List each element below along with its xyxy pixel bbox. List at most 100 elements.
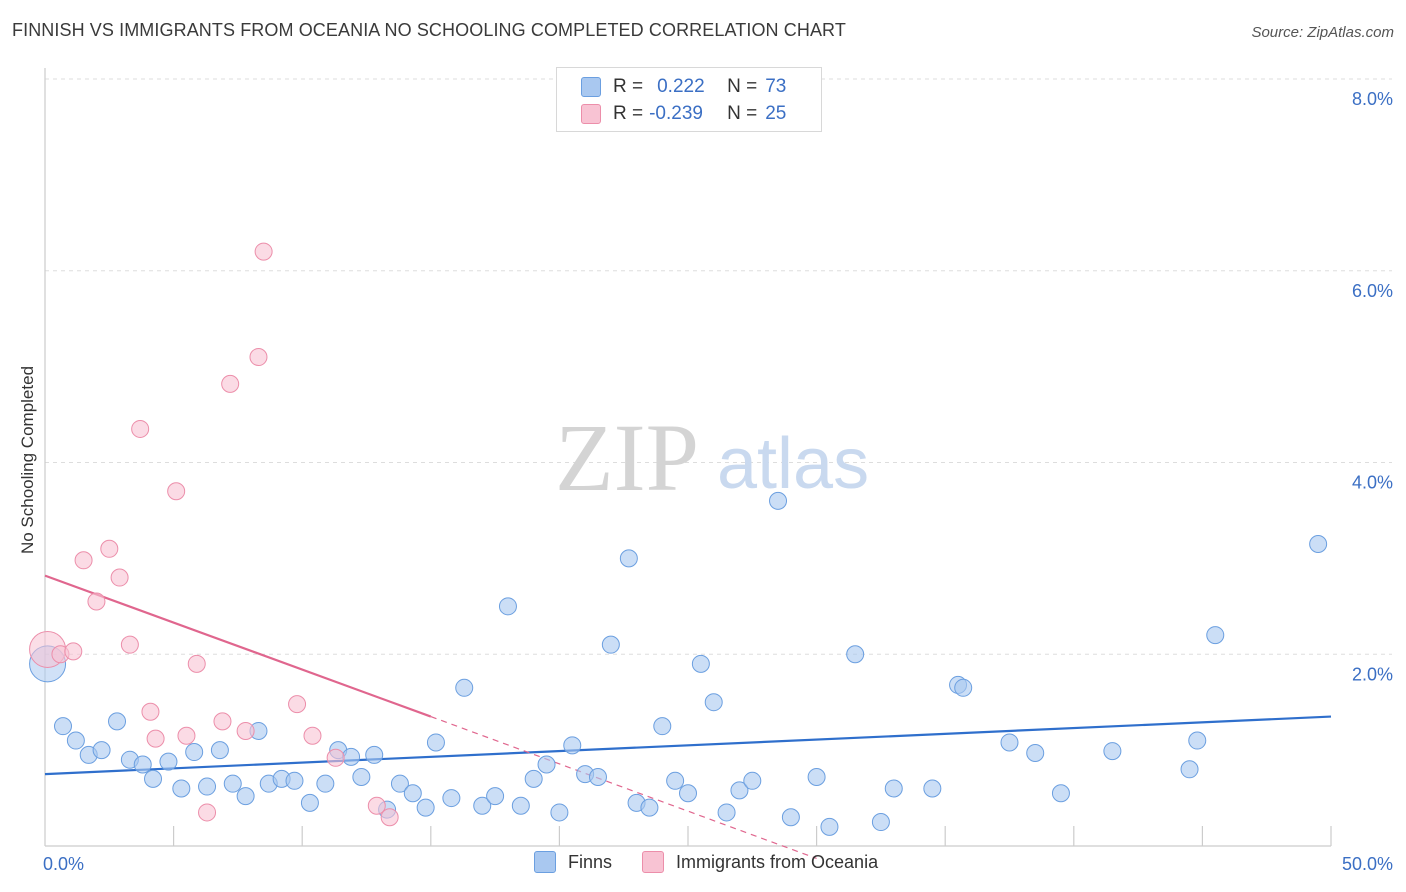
legend-r-label: R =: [613, 76, 644, 97]
tick-labels: 2.0% 4.0% 6.0% 8.0% 0.0% 50.0%: [43, 89, 1393, 874]
finns-point: [666, 771, 685, 790]
finns-point: [342, 747, 361, 766]
oceania-point: [110, 568, 129, 587]
finns-point: [300, 793, 319, 812]
legend-r-label: R =: [613, 103, 644, 124]
x-tick-label: 0.0%: [43, 854, 84, 874]
finns-point: [316, 774, 335, 793]
oceania-point: [326, 748, 345, 767]
finns-point: [159, 752, 178, 771]
series-legend: Finns Immigrants from Oceania: [534, 851, 908, 873]
legend-swatch-finns: [581, 77, 601, 97]
finns-point: [640, 798, 659, 817]
finns-point: [1103, 742, 1122, 761]
y-tick-label: 4.0%: [1352, 473, 1393, 493]
finns-point: [807, 767, 826, 786]
legend-swatch-oceania: [581, 104, 601, 124]
finns-point: [403, 784, 422, 803]
oceania-point: [177, 726, 196, 745]
legend-n-value: 73: [765, 76, 787, 97]
finns-point: [144, 769, 163, 788]
data-points: [29, 242, 1328, 836]
oceania-point: [187, 654, 206, 673]
watermark: ZIP atlas: [555, 404, 869, 511]
oceania-point: [221, 374, 240, 393]
oceania-point: [167, 482, 186, 501]
finns-point: [486, 787, 505, 806]
finns-point: [1000, 733, 1019, 752]
oceania-point: [74, 551, 93, 570]
finns-point: [352, 767, 371, 786]
finns-point: [236, 787, 255, 806]
oceania-point: [303, 726, 322, 745]
series-swatch-finns: [534, 851, 556, 873]
finns-point: [653, 717, 672, 736]
finns-point: [223, 774, 242, 793]
finns-point: [781, 808, 800, 827]
oceania-point: [380, 808, 399, 827]
source-label: Source: ZipAtlas.com: [1251, 24, 1394, 41]
finns-point: [473, 796, 492, 815]
finns-point: [679, 784, 697, 803]
finns-point: [691, 654, 710, 673]
finns-point: [1309, 534, 1328, 553]
finns-point: [619, 549, 638, 568]
legend-r-value: -0.239: [649, 103, 703, 124]
series-label-finns: Finns: [568, 851, 613, 872]
oceania-trend-line: [44, 574, 432, 718]
finns-point: [588, 767, 607, 786]
oceania-point: [198, 803, 217, 822]
finns-point: [537, 755, 556, 774]
finns-trend-line: [44, 715, 1332, 776]
oceania-point: [254, 242, 273, 261]
finns-point: [550, 803, 569, 822]
finns-point: [92, 741, 111, 760]
finns-point: [365, 745, 384, 764]
finns-point: [1180, 760, 1199, 779]
axes: [44, 68, 1332, 847]
y-tick-label: 6.0%: [1352, 281, 1393, 301]
series-legend-finns: Finns: [534, 851, 612, 873]
finns-point: [1051, 784, 1070, 803]
finns-point: [108, 712, 127, 731]
y-axis-label: No Schooling Completed: [18, 365, 37, 555]
finns-point: [730, 781, 749, 800]
finns-point: [954, 678, 973, 697]
legend-row-oceania: R = -0.239 N = 25: [581, 102, 786, 126]
finns-point: [1206, 626, 1225, 645]
finns-point: [717, 803, 736, 822]
chart-title: FINNISH VS IMMIGRANTS FROM OCEANIA NO SC…: [12, 20, 846, 40]
oceania-point: [64, 642, 83, 661]
finns-point: [820, 817, 839, 836]
oceania-point: [249, 348, 268, 367]
finns-point: [563, 736, 582, 755]
watermark-atlas: atlas: [717, 424, 869, 504]
x-tick-label: 50.0%: [1342, 854, 1393, 874]
series-swatch-oceania: [642, 851, 665, 873]
finns-point: [511, 796, 530, 815]
oceania-point: [367, 796, 386, 815]
oceania-point: [288, 695, 307, 714]
finns-point: [172, 779, 191, 798]
finns-point: [871, 813, 890, 832]
finns-point: [442, 789, 461, 808]
finns-point: [455, 678, 474, 697]
finns-point: [133, 755, 152, 774]
oceania-point: [213, 712, 232, 731]
finns-point: [846, 645, 865, 664]
series-label-oceania: Immigrants from Oceania: [676, 851, 879, 872]
y-tick-label: 2.0%: [1352, 664, 1393, 684]
oceania-point: [141, 702, 160, 721]
legend-row-finns: R = 0.222 N = 73: [581, 75, 786, 99]
trend-lines: [44, 574, 1332, 860]
finns-point: [769, 491, 788, 510]
legend-n-value: 25: [765, 103, 787, 124]
finns-point: [704, 693, 723, 712]
oceania-point: [236, 721, 255, 740]
finns-point: [416, 798, 435, 817]
oceania-trend-extension: [430, 716, 817, 860]
watermark-zip: ZIP: [555, 404, 699, 511]
legend-n-label: N =: [727, 103, 758, 124]
finns-point: [498, 597, 517, 616]
